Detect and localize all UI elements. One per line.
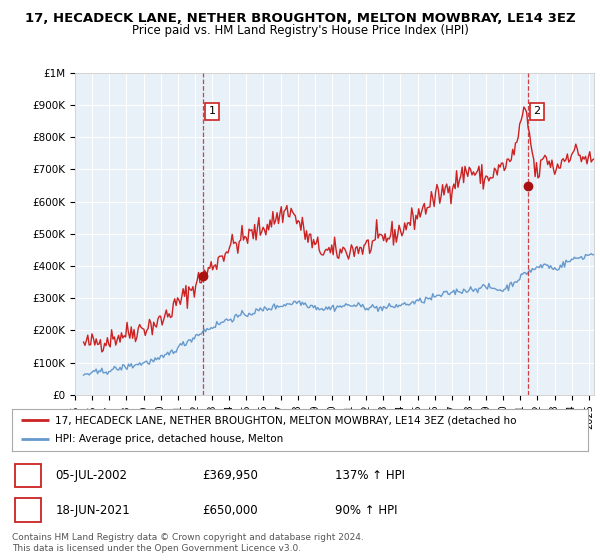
Text: 90% ↑ HPI: 90% ↑ HPI bbox=[335, 503, 397, 516]
Text: Price paid vs. HM Land Registry's House Price Index (HPI): Price paid vs. HM Land Registry's House … bbox=[131, 24, 469, 37]
Text: Contains HM Land Registry data © Crown copyright and database right 2024.
This d: Contains HM Land Registry data © Crown c… bbox=[12, 533, 364, 553]
Text: 17, HECADECK LANE, NETHER BROUGHTON, MELTON MOWBRAY, LE14 3EZ (detached ho: 17, HECADECK LANE, NETHER BROUGHTON, MEL… bbox=[55, 415, 517, 425]
Text: 137% ↑ HPI: 137% ↑ HPI bbox=[335, 469, 404, 482]
FancyBboxPatch shape bbox=[15, 498, 41, 521]
Text: £650,000: £650,000 bbox=[202, 503, 258, 516]
Text: 1: 1 bbox=[23, 469, 31, 482]
Text: 2: 2 bbox=[533, 106, 541, 116]
Text: HPI: Average price, detached house, Melton: HPI: Average price, detached house, Melt… bbox=[55, 435, 283, 445]
Text: 17, HECADECK LANE, NETHER BROUGHTON, MELTON MOWBRAY, LE14 3EZ: 17, HECADECK LANE, NETHER BROUGHTON, MEL… bbox=[25, 12, 575, 25]
FancyBboxPatch shape bbox=[15, 464, 41, 487]
Text: 2: 2 bbox=[23, 503, 31, 516]
Text: 05-JUL-2002: 05-JUL-2002 bbox=[55, 469, 127, 482]
Text: 18-JUN-2021: 18-JUN-2021 bbox=[55, 503, 130, 516]
Text: 1: 1 bbox=[209, 106, 215, 116]
Text: £369,950: £369,950 bbox=[202, 469, 258, 482]
